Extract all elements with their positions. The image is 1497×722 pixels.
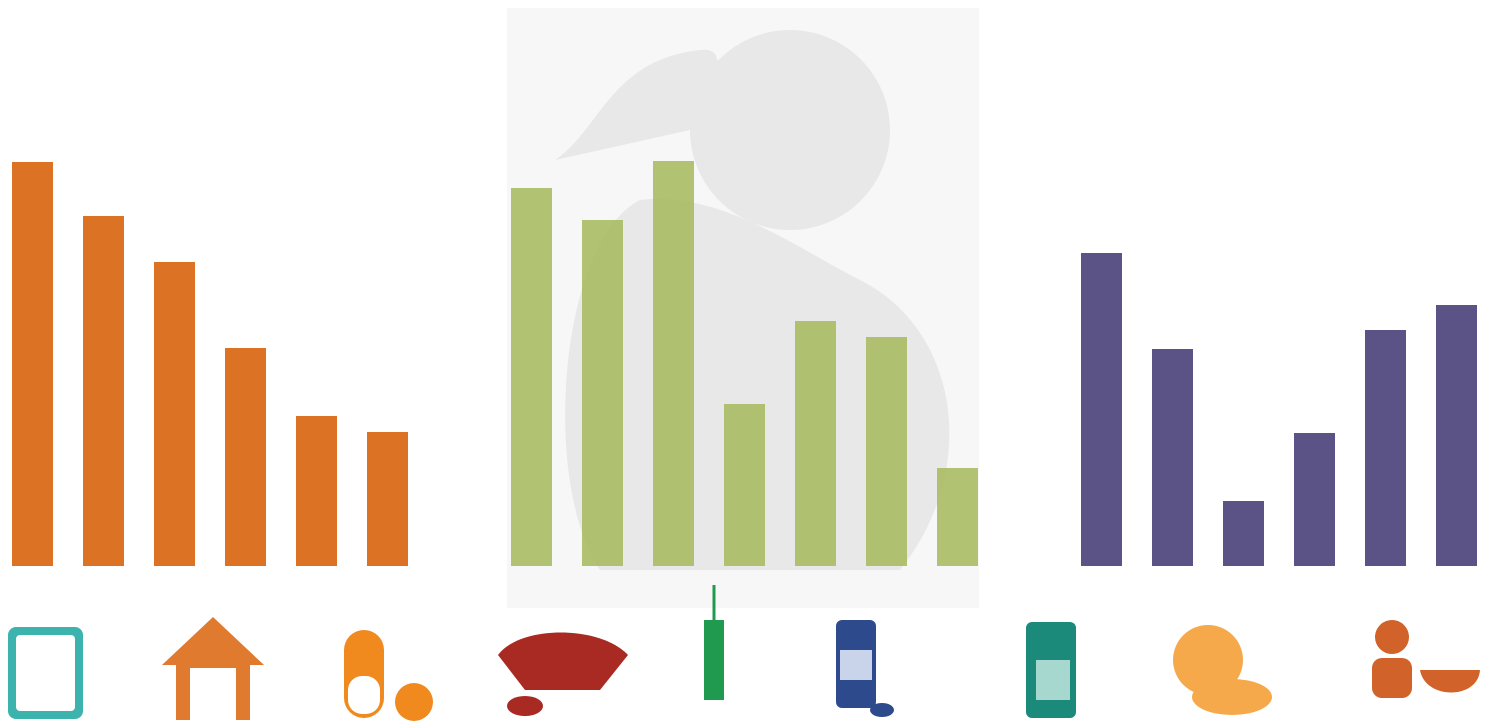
icon-rx-label [1036,660,1070,700]
icon-spoon [507,696,543,716]
bar [582,220,623,566]
bar [1436,305,1477,566]
icon-bottle-label [840,650,872,680]
bar [225,348,266,566]
bar [1152,349,1193,566]
bar [937,468,978,566]
icon-spoon-blue [870,703,894,717]
bar [1365,330,1406,566]
icon-food-bowl [498,632,628,690]
icon-pill-round [1173,625,1243,695]
bar [367,432,408,566]
icon-capsule-half [348,676,380,714]
bar [866,337,907,566]
silhouette-hair [555,49,718,161]
bar [511,188,552,566]
icon-tablet [395,683,433,721]
bar [1294,433,1335,566]
icon-baby-body [1372,658,1412,698]
bar [296,416,337,566]
bar [12,162,53,566]
bar [1223,501,1264,566]
bar [795,321,836,566]
icon-baby-head [1375,620,1409,654]
bar [83,216,124,566]
bar [724,404,765,566]
bars [12,161,1477,566]
bar [154,262,195,566]
silhouette-head [690,30,890,230]
icon-record-page [16,635,75,711]
bar [1081,253,1122,566]
icons [8,585,1480,721]
icon-pill-flat [1192,679,1272,715]
bar [653,161,694,566]
icon-clinic-door [190,668,236,720]
icon-baby-bowl [1420,670,1480,693]
icon-syringe [704,620,724,700]
